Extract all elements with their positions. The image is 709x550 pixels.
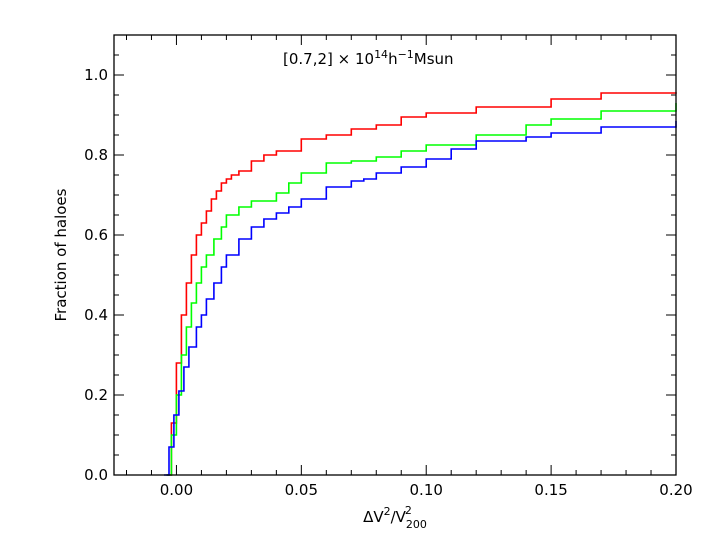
series-line-3 bbox=[164, 121, 677, 476]
x-tick-label: 0.15 bbox=[534, 481, 567, 499]
y-tick-label: 0.2 bbox=[84, 386, 108, 404]
chart-annotation: [0.7,2] × 1014h−1Msun bbox=[283, 48, 454, 68]
y-tick-label: 0.8 bbox=[84, 146, 108, 164]
x-label-sup: 2 bbox=[384, 505, 391, 518]
y-axis-label: Fraction of haloes bbox=[52, 188, 70, 321]
plot-frame bbox=[113, 34, 677, 476]
x-axis-label: ΔV2/V2002 bbox=[363, 504, 427, 531]
x-label-base: ΔV bbox=[363, 508, 384, 526]
y-tick-label: 1.0 bbox=[84, 66, 108, 84]
y-tick-label: 0.4 bbox=[84, 306, 108, 324]
annotation-exponent-1: 14 bbox=[374, 48, 388, 61]
x-tick-label: 0.20 bbox=[659, 481, 692, 499]
annotation-h: h bbox=[388, 50, 398, 68]
series-line-2 bbox=[166, 103, 677, 476]
x-tick-label: 0.05 bbox=[285, 481, 318, 499]
x-tick-label: 0.10 bbox=[410, 481, 443, 499]
series-layer bbox=[164, 92, 677, 476]
y-axis: 0.0 0.2 0.4 0.6 0.8 1.0 bbox=[84, 34, 676, 484]
annotation-prefix: [0.7,2] × 10 bbox=[283, 50, 374, 68]
plot-area: 0.00 0.05 0.10 0.15 0.20 0.0 0.2 0.4 0.6 0.8 1.0 bbox=[84, 34, 693, 499]
annotation-exponent-2: −1 bbox=[398, 48, 414, 61]
y-tick-label: 0.0 bbox=[84, 466, 108, 484]
x-label-slash: /V bbox=[391, 508, 407, 526]
x-label-sup2: 2 bbox=[405, 504, 412, 517]
x-tick-label: 0.00 bbox=[160, 481, 193, 499]
y-tick-label: 0.6 bbox=[84, 226, 108, 244]
x-label-sub: 200 bbox=[406, 518, 427, 531]
annotation-suffix: Msun bbox=[414, 50, 454, 68]
x-axis: 0.00 0.05 0.10 0.15 0.20 bbox=[125, 35, 693, 499]
series-line-1 bbox=[166, 92, 677, 476]
